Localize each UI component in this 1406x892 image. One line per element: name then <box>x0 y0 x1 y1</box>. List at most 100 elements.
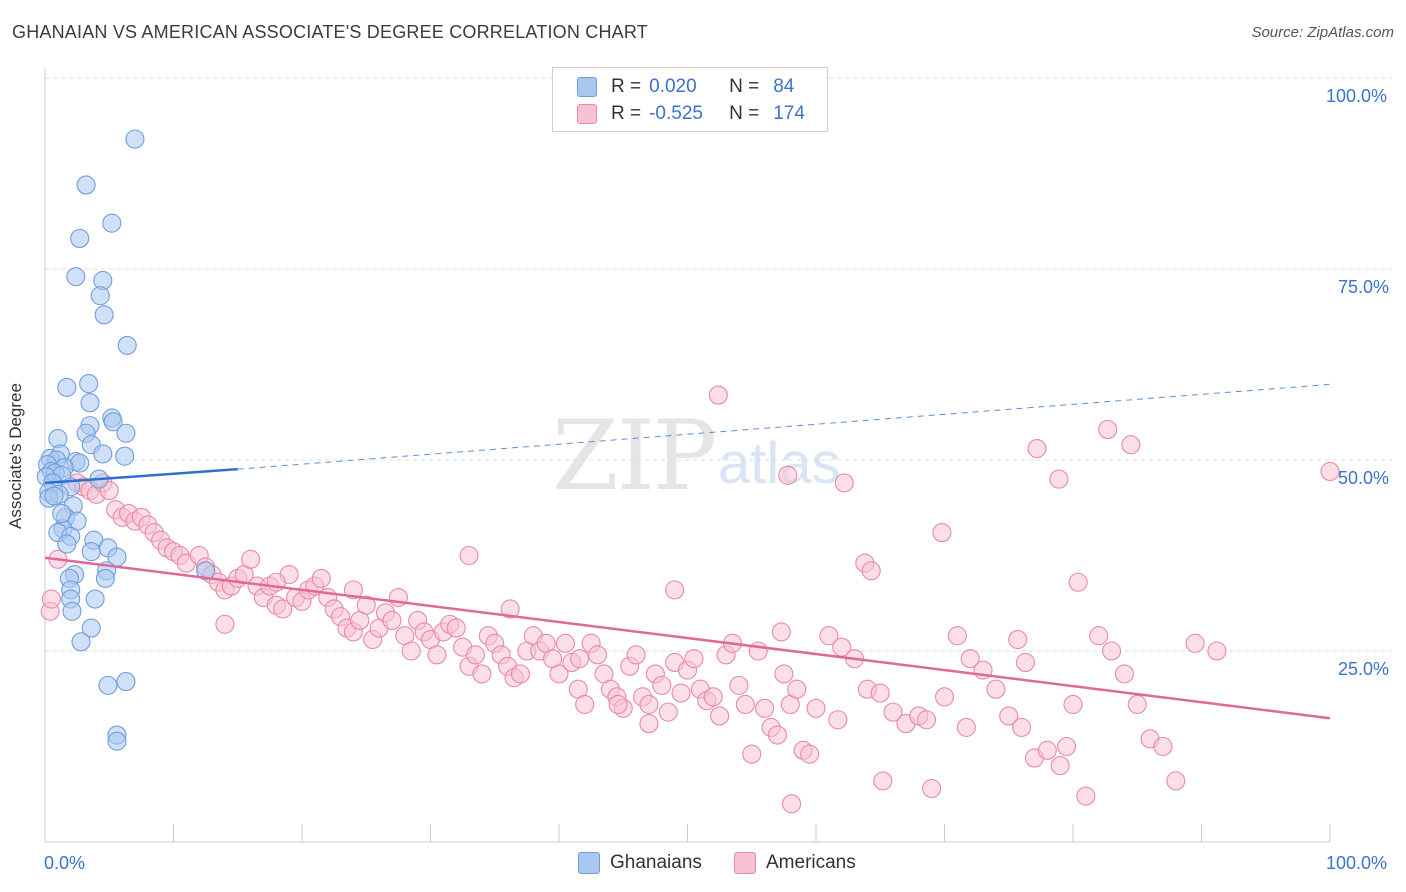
americans-point <box>1076 786 1096 806</box>
americans-point <box>273 599 293 619</box>
ghanaians-point <box>94 305 114 325</box>
ghanaians-point <box>52 503 72 524</box>
americans-point <box>1049 469 1069 489</box>
ghanaians-point <box>57 534 77 554</box>
ghanaians-point <box>79 374 99 394</box>
americans-point <box>819 626 839 646</box>
n-label: N = <box>729 103 760 124</box>
americans-point <box>472 664 492 684</box>
americans-point <box>755 698 775 718</box>
n-label: N = <box>729 76 760 97</box>
watermark-atlas: atlas <box>718 431 841 496</box>
americans-point <box>1127 694 1147 715</box>
y-tick-label-75: 75.0% <box>1338 277 1390 297</box>
ghanaians-point <box>116 423 136 443</box>
stats-row-ghanaians: R = 0.020 N = 84 <box>577 76 794 98</box>
ghanaians-point <box>117 335 137 355</box>
legend-label-americans: Americans <box>766 852 856 873</box>
ghanaians-point <box>196 561 216 581</box>
americans-point <box>608 694 628 715</box>
americans-point <box>665 580 685 600</box>
americans-point <box>834 473 854 493</box>
americans-point <box>778 465 798 485</box>
americans-point <box>774 664 794 684</box>
americans-point <box>1185 633 1205 653</box>
ghanaians-point <box>66 267 86 287</box>
americans-point <box>922 778 942 799</box>
americans-point <box>708 385 728 405</box>
y-axis-label: Associate's Degree <box>6 383 25 529</box>
americans-point <box>1098 419 1118 439</box>
americans-point <box>1121 435 1141 455</box>
ghanaians-point <box>95 568 115 588</box>
americans-point <box>742 744 762 764</box>
americans-point <box>575 694 595 715</box>
americans-point <box>960 649 980 669</box>
ghanaians-point <box>80 393 100 413</box>
r-value: 0.020 <box>649 76 697 97</box>
ghanaians-point <box>76 175 96 195</box>
americans-point <box>999 706 1019 726</box>
americans-point <box>861 561 881 581</box>
americans-point <box>465 645 486 665</box>
americans-trend-line <box>44 556 1331 720</box>
series-legend: Ghanaians Americans <box>0 852 1406 878</box>
y-tick-label-25: 25.0% <box>1338 659 1390 679</box>
americans-point <box>1027 438 1047 459</box>
americans-point <box>459 545 479 566</box>
americans-point <box>241 549 261 569</box>
ghanaians-point <box>81 542 101 562</box>
americans-point <box>555 633 575 653</box>
americans-point <box>427 645 447 665</box>
ghanaians-point <box>98 675 118 695</box>
americans-point <box>870 683 890 703</box>
americans-point <box>916 710 937 730</box>
x-tick-label-max: 100.0% <box>1326 853 1388 873</box>
x-tick-label-min: 0.0% <box>44 853 86 873</box>
americans-point <box>311 568 331 588</box>
y-tick-label-50: 50.0% <box>1338 468 1390 488</box>
americans-point <box>401 641 421 661</box>
ghanaians-point <box>70 228 90 248</box>
stats-legend: R = 0.020 N = 84 R = -0.525 N = 174 <box>552 67 828 132</box>
americans-swatch <box>577 104 597 124</box>
americans-point <box>626 645 646 665</box>
americans-point <box>873 771 893 791</box>
americans-point <box>729 675 749 695</box>
americans-point <box>684 649 704 669</box>
legend-item-americans[interactable]: Americans <box>734 852 856 874</box>
americans-point <box>1050 756 1070 776</box>
americans-point <box>1166 771 1186 791</box>
source-label: Source: ZipAtlas.com <box>1251 24 1394 41</box>
ghanaians-point <box>57 377 77 397</box>
n-value: 174 <box>773 103 805 124</box>
ghanaians-point <box>71 632 91 652</box>
ghanaians-trend-extension <box>237 383 1331 470</box>
americans-point <box>1207 641 1227 661</box>
ghanaians-point <box>44 486 64 506</box>
americans-point <box>658 702 678 722</box>
americans-point <box>934 687 955 707</box>
americans-point <box>1012 717 1032 737</box>
watermark-zip: ZIP <box>552 400 717 512</box>
americans-point <box>703 687 723 707</box>
r-label: R = <box>611 76 642 97</box>
r-value: -0.525 <box>649 103 703 124</box>
americans-point <box>500 599 520 619</box>
americans-point <box>510 664 531 684</box>
americans-point <box>932 523 952 543</box>
americans-point <box>1114 664 1134 684</box>
americans-point <box>1320 461 1340 482</box>
y-tick-label-100: 100.0% <box>1326 86 1388 106</box>
ghanaians-point <box>85 589 105 609</box>
americans-point <box>215 614 235 634</box>
ghanaians-point <box>116 672 136 692</box>
americans-point <box>587 645 608 665</box>
legend-item-ghanaians[interactable]: Ghanaians <box>578 852 702 874</box>
americans-point <box>947 626 967 646</box>
americans-point <box>767 725 788 745</box>
americans-legend-swatch <box>734 852 756 874</box>
ghanaians-swatch <box>577 77 597 97</box>
americans-point <box>549 664 569 684</box>
